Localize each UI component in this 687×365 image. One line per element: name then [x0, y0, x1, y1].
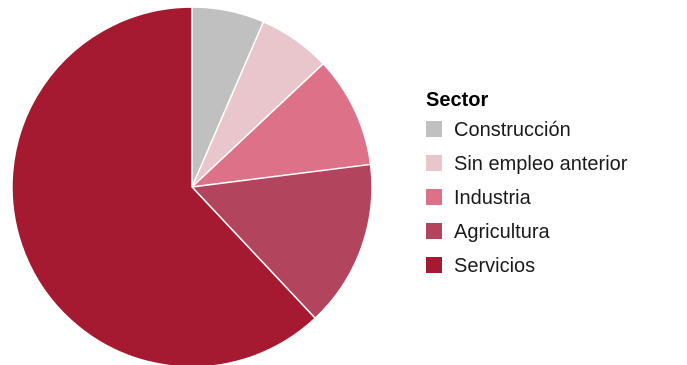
legend-item: Industria: [426, 187, 532, 209]
legend-label: Construcción: [454, 119, 571, 141]
legend-swatch: [426, 155, 442, 171]
legend-item: Servicios: [426, 255, 535, 277]
pie-slice-servicios: [11, 6, 316, 365]
legend-label: Servicios: [454, 255, 535, 277]
legend-swatch: [426, 121, 442, 137]
legend-label: Agricultura: [454, 221, 550, 243]
pie-slices: [11, 6, 373, 365]
legend-swatch: [426, 257, 442, 273]
legend-title: Sector: [426, 89, 488, 111]
pie-slice-industria: [191, 63, 372, 188]
legend-items: Construcción Sin empleo anterior Industria…: [426, 119, 628, 277]
legend-item: Construcción: [426, 119, 571, 141]
legend-swatch: [426, 189, 442, 205]
legend-label: Sin empleo anterior: [454, 153, 628, 175]
legend-item: Agricultura: [426, 221, 550, 243]
legend-swatch: [426, 223, 442, 239]
legend: Sector Construcción Sin empleo anterior In…: [426, 89, 628, 277]
legend-label: Industria: [454, 187, 532, 209]
pie-slice-agricultura: [191, 163, 373, 319]
legend-item: Sin empleo anterior: [426, 153, 628, 175]
